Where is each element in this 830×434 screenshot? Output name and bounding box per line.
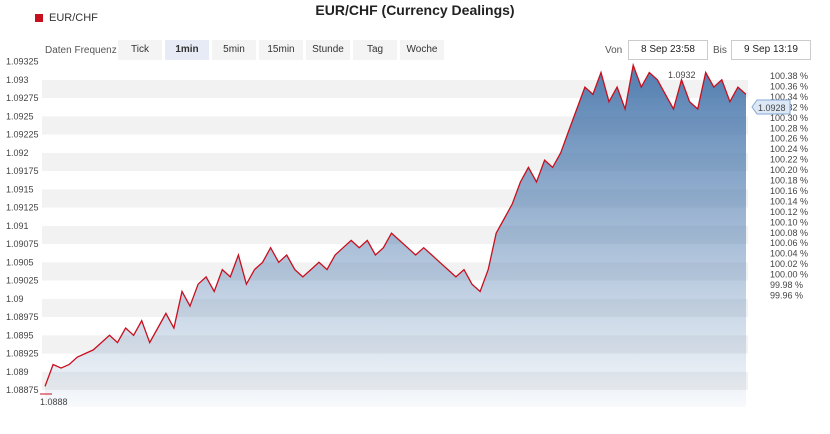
y-tick-label: 1.09225 — [6, 130, 39, 140]
y-right-tick-label: 100.00 % — [770, 270, 808, 280]
y-right-tick-label: 100.28 % — [770, 123, 808, 133]
freq-15min-button[interactable]: 15min — [259, 40, 303, 60]
y-tick-label: 1.091 — [6, 221, 29, 231]
y-tick-label: 1.09125 — [6, 203, 39, 213]
y-right-tick-label: 99.98 % — [770, 280, 803, 290]
legend-label: EUR/CHF — [49, 12, 98, 24]
chart-title: EUR/CHF (Currency Dealings) — [315, 2, 515, 18]
y-tick-label: 1.0895 — [6, 330, 34, 340]
y-tick-label: 1.089 — [6, 367, 29, 377]
to-label: Bis — [713, 45, 727, 56]
y-right-tick-label: 100.12 % — [770, 207, 808, 217]
y-tick-label: 1.08975 — [6, 312, 39, 322]
y-tick-label: 1.0905 — [6, 257, 34, 267]
y-tick-label: 1.08925 — [6, 349, 39, 359]
low-label: 1.0888 — [40, 397, 68, 407]
y-tick-label: 1.09325 — [6, 57, 39, 67]
y-right-tick-label: 100.38 % — [770, 71, 808, 81]
y-right-tick-label: 100.34 % — [770, 92, 808, 102]
y-tick-label: 1.09 — [6, 294, 24, 304]
y-right-tick-label: 99.96 % — [770, 290, 803, 300]
y-tick-label: 1.09275 — [6, 93, 39, 103]
y-tick-label: 1.09075 — [6, 239, 39, 249]
price-line — [44, 62, 747, 387]
y-tick-label: 1.09025 — [6, 276, 39, 286]
freq-woche-button[interactable]: Woche — [400, 40, 444, 60]
legend: EUR/CHF — [35, 12, 98, 24]
y-right-tick-label: 100.22 % — [770, 155, 808, 165]
freq-stunde-button[interactable]: Stunde — [306, 40, 350, 60]
freq-5min-button[interactable]: 5min — [212, 40, 256, 60]
y-right-tick-label: 100.08 % — [770, 228, 808, 238]
y-right-tick-label: 100.04 % — [770, 249, 808, 259]
y-tick-label: 1.09175 — [6, 166, 39, 176]
y-right-tick-label: 100.02 % — [770, 259, 808, 269]
y-right-tick-label: 100.16 % — [770, 186, 808, 196]
from-label: Von — [605, 45, 623, 56]
y-tick-label: 1.092 — [6, 148, 29, 158]
grid-band — [42, 79, 748, 98]
y-right-tick-label: 100.24 % — [770, 144, 808, 154]
freq-1min-button[interactable]: 1min — [165, 40, 209, 60]
y-right-tick-label: 100.20 % — [770, 165, 808, 175]
to-date-input[interactable]: 9 Sep 13:19 — [731, 40, 811, 60]
y-right-tick-label: 100.06 % — [770, 238, 808, 248]
grid-band — [42, 98, 748, 117]
legend-swatch — [35, 14, 43, 22]
last-price-label: 1.0928 — [758, 103, 786, 113]
last-price-marker: 1.0928 — [751, 99, 791, 115]
grid-band — [42, 61, 748, 80]
y-right-tick-label: 100.30 % — [770, 113, 808, 123]
y-tick-label: 1.093 — [6, 75, 29, 85]
from-date-input[interactable]: 8 Sep 23:58 — [628, 40, 708, 60]
y-right-tick-label: 100.26 % — [770, 134, 808, 144]
price-area — [45, 65, 746, 407]
y-right-tick-label: 100.14 % — [770, 196, 808, 206]
high-label: 1.0932 — [668, 70, 696, 80]
y-right-tick-label: 100.36 % — [770, 81, 808, 91]
y-right-tick-label: 100.18 % — [770, 176, 808, 186]
y-tick-label: 1.0925 — [6, 111, 34, 121]
y-tick-label: 1.0915 — [6, 184, 34, 194]
y-tick-label: 1.08875 — [6, 385, 39, 395]
freq-tick-button[interactable]: Tick — [118, 40, 162, 60]
freq-tag-button[interactable]: Tag — [353, 40, 397, 60]
frequency-label: Daten Frequenz — [45, 45, 117, 56]
y-right-tick-label: 100.10 % — [770, 217, 808, 227]
